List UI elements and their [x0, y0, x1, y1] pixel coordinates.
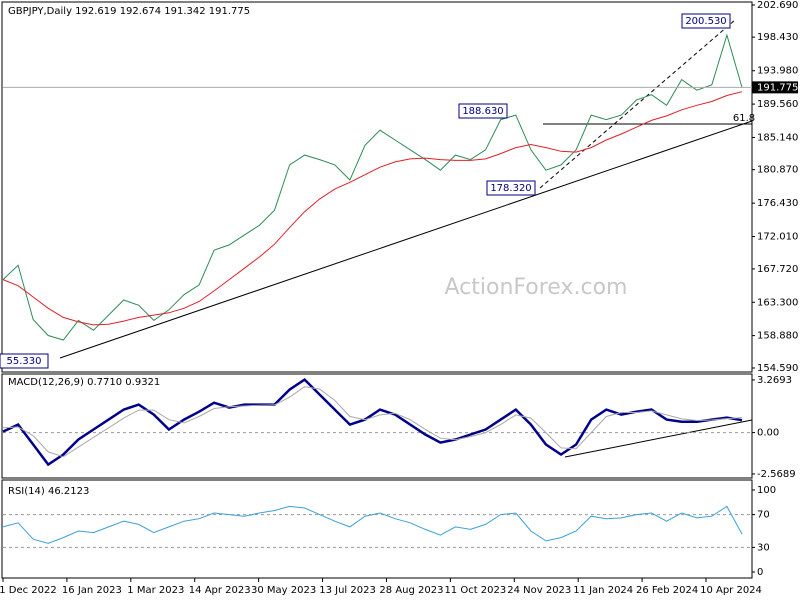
y-tick-label: 163.300 [757, 297, 798, 308]
x-tick-label: 28 Aug 2023 [379, 585, 443, 596]
last-price-box [752, 81, 798, 94]
series-line [2, 33, 743, 341]
annotation: 178.320 [490, 183, 531, 194]
macd-trend-line [564, 419, 753, 458]
annotation-box [458, 103, 508, 119]
annotation: 188.630 [462, 106, 503, 117]
series-line [2, 91, 743, 326]
rsi-title: RSI(14) 46.2123 [8, 486, 89, 497]
y-tick-label: 172.010 [757, 232, 798, 243]
x-tick-label: 30 May 2023 [251, 585, 316, 596]
annotation: 61.8 [733, 113, 755, 124]
annotation: 55.330 [7, 356, 42, 367]
y-tick-label: 193.980 [757, 66, 798, 77]
trend-line [59, 120, 753, 359]
y-tick-label: 185.140 [757, 132, 798, 143]
y-tick-label: 176.430 [757, 198, 798, 209]
y-tick-label: 70 [757, 510, 770, 521]
y-tick-label: 202.690 [757, 0, 798, 11]
macd-panel [1, 373, 753, 479]
annotation-box [681, 13, 731, 29]
series-line [2, 377, 743, 467]
annotation: 200.530 [685, 16, 726, 27]
chart-title: GBPJPY,Daily 192.619 192.674 191.342 191… [8, 6, 250, 17]
x-tick-label: 11 Jan 2024 [573, 585, 633, 596]
price-panel [1, 1, 753, 373]
y-tick-label: 158.880 [757, 331, 798, 342]
y-tick-label: -2.5689 [757, 469, 796, 480]
y-tick-label: 154.590 [757, 363, 798, 374]
x-tick-label: 16 Jan 2023 [62, 585, 122, 596]
y-tick-label: 189.560 [757, 99, 798, 110]
x-tick-label: 24 Nov 2023 [507, 585, 571, 596]
annotation-box [486, 180, 536, 196]
y-tick-label: 30 [757, 542, 770, 553]
y-tick-label: 167.720 [757, 264, 798, 275]
y-tick-label: 180.870 [757, 165, 798, 176]
watermark: ActionForex.com [445, 275, 628, 300]
y-tick-label: 0.00 [757, 428, 779, 439]
series-line [2, 386, 743, 458]
series-line [2, 505, 743, 544]
macd-title: MACD(12,26,9) 0.7710 0.9321 [8, 377, 160, 388]
last-price-label: 191.775 [757, 82, 798, 93]
x-tick-label: 13 Jul 2023 [319, 585, 376, 596]
x-tick-label: 1 Mar 2023 [127, 585, 184, 596]
rsi-panel [1, 479, 753, 579]
x-tick-label: 11 Oct 2023 [444, 585, 506, 596]
y-tick-label: 198.430 [757, 32, 798, 43]
y-tick-label: 3.2693 [757, 375, 792, 386]
x-tick-label: 10 Apr 2024 [700, 585, 762, 596]
x-tick-label: 14 Apr 2023 [189, 585, 251, 596]
annotation-box [0, 353, 49, 369]
projection-line [539, 19, 736, 189]
x-tick-label: 1 Dec 2022 [0, 585, 57, 596]
y-tick-label: 0 [757, 567, 763, 578]
x-tick-label: 26 Feb 2024 [636, 585, 698, 596]
y-tick-label: 100 [757, 485, 776, 496]
